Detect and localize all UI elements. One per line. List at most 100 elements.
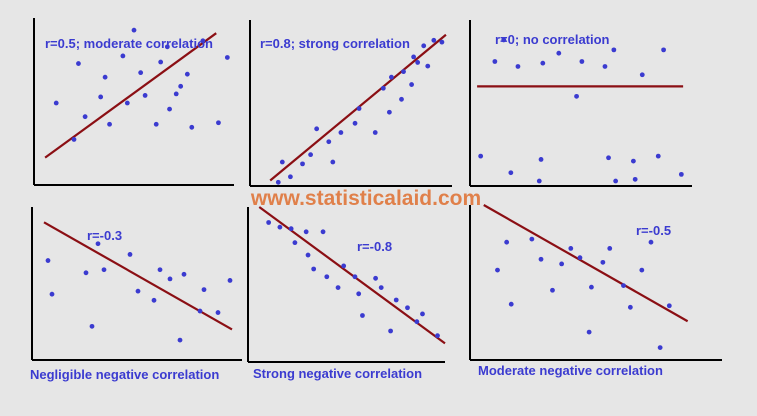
data-point (300, 161, 305, 167)
data-point (536, 178, 542, 184)
data-point (627, 304, 633, 310)
data-point (356, 106, 362, 111)
data-point (666, 303, 672, 309)
data-point (501, 37, 507, 43)
data-point (380, 85, 386, 91)
data-point (621, 283, 626, 288)
data-point (630, 158, 636, 164)
data-point (135, 288, 141, 294)
data-point (341, 263, 347, 269)
data-point (373, 275, 378, 281)
correlation-label: r=-0.3 (87, 228, 122, 243)
data-point (478, 153, 484, 159)
data-point (611, 47, 617, 53)
data-point (308, 152, 313, 158)
data-point (586, 329, 592, 335)
data-point (335, 285, 341, 290)
data-point (288, 226, 294, 232)
correlation-panel-5: r=-0.8 Strong negative correlation (247, 206, 446, 381)
watermark: www.statisticalaid.com (250, 187, 481, 210)
data-point (409, 82, 414, 87)
data-point (292, 240, 298, 246)
data-point (504, 239, 510, 245)
data-point (95, 241, 101, 247)
data-point (556, 50, 562, 56)
data-point (102, 74, 108, 80)
data-point (389, 74, 394, 80)
data-point (431, 37, 437, 43)
data-point (508, 170, 514, 176)
correlation-panel-4: r=-0.3 Negligible negative correlation (30, 207, 242, 382)
data-point (607, 246, 613, 251)
data-point (177, 337, 183, 343)
data-point (178, 83, 184, 89)
data-point (529, 236, 535, 242)
data-point (538, 157, 544, 162)
data-point (324, 274, 330, 280)
data-point (425, 63, 431, 69)
data-point (189, 124, 195, 130)
data-point (158, 59, 164, 65)
data-point (439, 39, 445, 45)
data-point (216, 120, 221, 126)
data-point (164, 44, 170, 50)
data-point (107, 121, 112, 127)
data-point (508, 301, 514, 307)
data-point (314, 126, 320, 132)
data-point (124, 100, 130, 106)
data-point (227, 278, 233, 283)
data-point (574, 93, 579, 99)
data-point (639, 267, 645, 273)
data-point (320, 229, 326, 235)
correlation-label: r=-0.5 (636, 223, 671, 238)
data-point (678, 171, 684, 177)
data-point (657, 345, 663, 350)
data-point (515, 64, 521, 69)
data-point (600, 259, 606, 265)
data-point (386, 109, 392, 115)
data-point (405, 305, 410, 311)
data-point (184, 71, 190, 77)
data-point (326, 139, 332, 145)
data-point (173, 91, 179, 97)
data-point (420, 311, 425, 317)
correlation-label: r=-0.8 (357, 239, 392, 254)
data-point (305, 252, 311, 258)
data-point (388, 328, 393, 334)
data-point (98, 94, 104, 100)
correlation-label: r=0.8; strong correlation (260, 36, 410, 51)
data-point (138, 70, 144, 76)
data-point (415, 60, 421, 65)
data-point (181, 271, 187, 277)
data-point (378, 285, 384, 290)
correlation-label: r=0; no correlation (495, 32, 610, 47)
panel-caption: Strong negative correlation (253, 366, 422, 381)
data-point (311, 266, 317, 272)
data-point (153, 121, 159, 127)
data-point (101, 267, 107, 273)
data-point (540, 60, 546, 66)
data-point (579, 59, 585, 64)
data-point (142, 93, 148, 98)
data-point (639, 72, 645, 78)
trend-line (483, 204, 689, 323)
data-point (200, 38, 206, 44)
data-point (492, 59, 498, 64)
data-point (550, 287, 555, 293)
data-point (411, 54, 417, 60)
data-point (330, 159, 336, 165)
data-point (157, 267, 163, 273)
data-point (279, 159, 285, 165)
data-point (201, 287, 207, 293)
data-point (45, 258, 51, 263)
data-point (197, 308, 203, 314)
data-point (266, 220, 272, 225)
data-point (356, 291, 362, 297)
data-point (648, 239, 654, 245)
data-point (71, 137, 77, 142)
correlation-label: r=0.5; moderate correlation (45, 36, 213, 51)
data-point (167, 106, 172, 112)
data-point (401, 69, 406, 75)
data-point (606, 155, 611, 161)
